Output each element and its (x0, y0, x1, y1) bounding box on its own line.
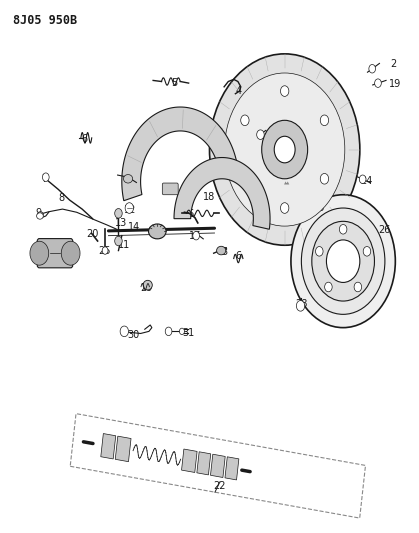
Text: 15: 15 (164, 184, 176, 195)
Circle shape (42, 173, 49, 181)
Circle shape (210, 54, 360, 245)
Ellipse shape (217, 246, 226, 255)
Circle shape (320, 173, 328, 184)
Polygon shape (101, 433, 116, 459)
Text: 8: 8 (58, 193, 64, 204)
Text: 24: 24 (360, 176, 372, 187)
Ellipse shape (36, 213, 43, 219)
Ellipse shape (148, 224, 166, 239)
Text: 27: 27 (152, 231, 165, 241)
Text: 30: 30 (127, 329, 140, 340)
Circle shape (115, 208, 122, 218)
Circle shape (316, 247, 323, 256)
Circle shape (280, 86, 289, 96)
Text: 25: 25 (98, 246, 111, 255)
Text: 16: 16 (183, 209, 195, 220)
Circle shape (312, 221, 375, 301)
Text: 29: 29 (141, 283, 153, 293)
Circle shape (61, 241, 80, 265)
Text: 18: 18 (203, 192, 216, 203)
Text: 32: 32 (256, 131, 268, 141)
Text: 19: 19 (389, 79, 401, 89)
Circle shape (369, 64, 375, 73)
Polygon shape (225, 457, 239, 480)
Circle shape (241, 115, 249, 126)
Circle shape (225, 73, 345, 226)
Text: 10: 10 (122, 171, 134, 181)
Circle shape (257, 130, 264, 140)
Circle shape (262, 120, 308, 179)
Ellipse shape (124, 174, 133, 183)
Polygon shape (122, 107, 237, 201)
Polygon shape (210, 454, 225, 478)
Text: 11: 11 (118, 240, 130, 250)
Polygon shape (181, 449, 197, 472)
Circle shape (375, 79, 381, 87)
Text: 12: 12 (124, 205, 136, 215)
Circle shape (30, 241, 49, 265)
Text: 5: 5 (171, 78, 177, 88)
Polygon shape (174, 158, 270, 229)
Text: 28: 28 (295, 298, 308, 309)
Text: 3: 3 (221, 247, 227, 256)
Circle shape (102, 247, 108, 254)
Circle shape (274, 136, 295, 163)
Circle shape (165, 327, 172, 336)
Text: 8J05 950B: 8J05 950B (13, 14, 78, 27)
Polygon shape (197, 452, 211, 475)
Circle shape (280, 203, 289, 213)
Text: 6: 6 (81, 134, 87, 144)
Circle shape (291, 195, 396, 328)
Circle shape (363, 247, 371, 256)
Circle shape (241, 173, 249, 184)
Text: 9: 9 (35, 208, 41, 219)
Text: 20: 20 (86, 229, 99, 239)
Circle shape (320, 115, 328, 126)
FancyBboxPatch shape (162, 183, 178, 195)
Text: 14: 14 (128, 222, 140, 232)
Circle shape (301, 208, 385, 314)
Text: 4: 4 (235, 86, 242, 96)
Circle shape (296, 301, 305, 311)
Text: 23: 23 (312, 203, 324, 213)
Text: 21: 21 (44, 251, 57, 261)
Circle shape (326, 240, 360, 282)
Text: 31: 31 (183, 328, 195, 338)
Ellipse shape (143, 280, 152, 290)
Circle shape (120, 326, 129, 337)
Text: 17: 17 (189, 231, 201, 241)
Text: 26: 26 (379, 225, 391, 236)
Circle shape (339, 224, 347, 234)
FancyBboxPatch shape (37, 239, 73, 268)
Circle shape (325, 282, 332, 292)
Circle shape (179, 328, 184, 335)
Text: 2: 2 (390, 60, 396, 69)
Circle shape (193, 231, 199, 240)
Circle shape (125, 203, 134, 213)
Text: 13: 13 (115, 218, 127, 228)
Text: 7: 7 (41, 174, 48, 184)
Ellipse shape (37, 212, 43, 217)
Polygon shape (115, 436, 131, 462)
Text: 6: 6 (235, 251, 242, 261)
Circle shape (354, 282, 362, 292)
Text: 22: 22 (214, 481, 226, 490)
Circle shape (115, 236, 122, 246)
Circle shape (360, 175, 366, 183)
Text: ▲▲: ▲▲ (284, 181, 290, 185)
